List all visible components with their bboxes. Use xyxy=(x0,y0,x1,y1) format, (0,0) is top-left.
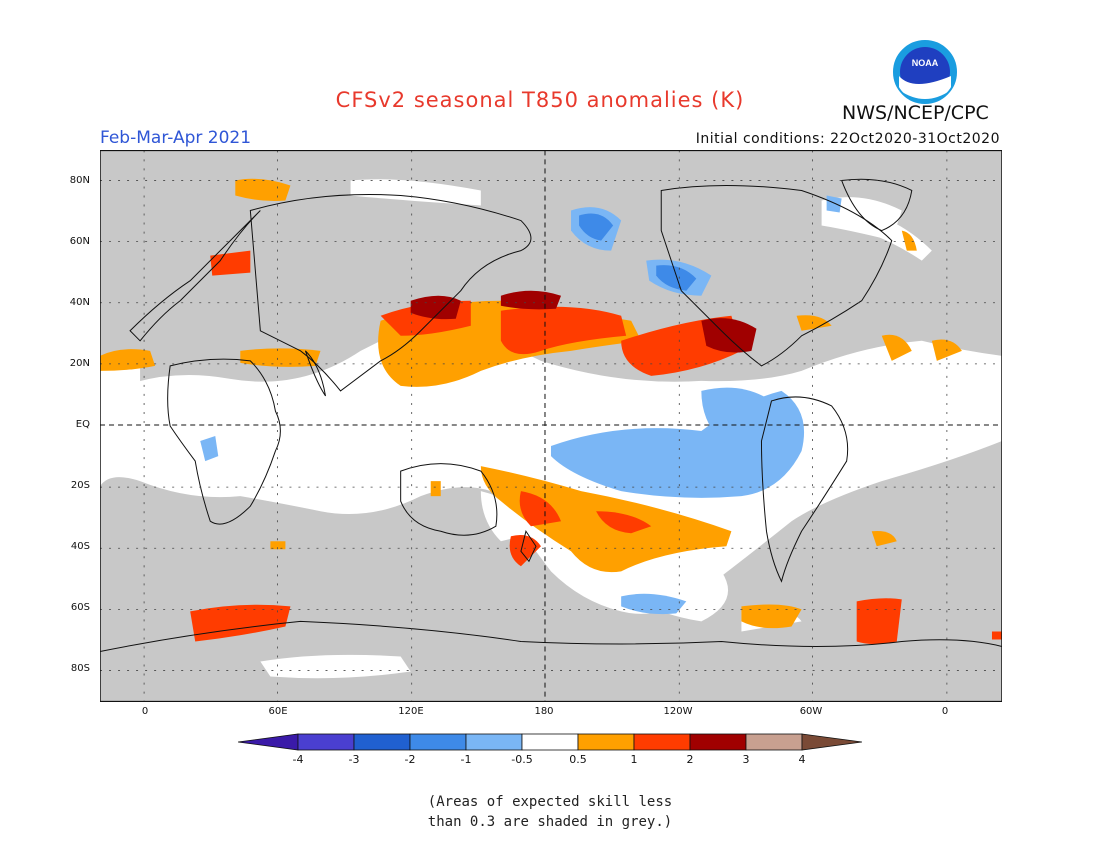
map-title: CFSv2 seasonal T850 anomalies (K) xyxy=(335,88,745,112)
colorbar-label: -1 xyxy=(460,753,472,766)
negative-anomalies xyxy=(200,195,842,615)
colorbar-label: 2 xyxy=(686,753,694,766)
colorbar-segment xyxy=(577,733,635,751)
colorbar xyxy=(238,733,862,751)
colorbar-segment xyxy=(521,733,579,751)
lon-label: 120W xyxy=(663,706,693,717)
colorbar-arrow-low xyxy=(238,733,299,751)
colorbar-segment xyxy=(689,733,747,751)
colorbar-segment xyxy=(409,733,467,751)
noaa-logo: NOAA xyxy=(893,40,957,104)
lat-label: 40S xyxy=(70,541,90,552)
lat-label: 20S xyxy=(70,480,90,491)
graticule xyxy=(100,150,1002,702)
colorbar-segment xyxy=(465,733,523,751)
reference-lines xyxy=(100,150,1002,702)
anomaly-map xyxy=(100,150,1002,702)
skill-note-line: (Areas of expected skill less xyxy=(427,794,673,810)
lat-label: 80S xyxy=(70,663,90,674)
lat-label: 40N xyxy=(69,297,90,308)
colorbar-segment xyxy=(745,733,803,751)
initial-conditions: Initial conditions: 22Oct2020-31Oct2020 xyxy=(695,131,1000,147)
colorbar-arrow-high xyxy=(801,733,862,751)
colorbar-label: 1 xyxy=(630,753,638,766)
lon-label: 60W xyxy=(799,706,823,717)
lon-label: 120E xyxy=(398,706,424,717)
agency-label: NWS/NCEP/CPC xyxy=(842,102,989,124)
colorbar-label: -0.5 xyxy=(511,753,533,766)
lat-label: 60N xyxy=(69,236,90,247)
colorbar-label: -2 xyxy=(404,753,416,766)
skill-note: (Areas of expected skill less than 0.3 a… xyxy=(0,792,1100,832)
skill-note-line: than 0.3 are shaded in grey.) xyxy=(427,814,673,830)
lon-label: 0 xyxy=(141,706,149,717)
forecast-period: Feb-Mar-Apr 2021 xyxy=(100,128,252,148)
colorbar-segment xyxy=(353,733,411,751)
lon-label: 0 xyxy=(941,706,949,717)
lat-label: 60S xyxy=(70,602,90,613)
colorbar-label: 3 xyxy=(742,753,750,766)
colorbar-label: -4 xyxy=(292,753,304,766)
colorbar-label: 0.5 xyxy=(569,753,587,766)
positive-anomalies xyxy=(100,178,1002,644)
coastlines xyxy=(100,178,1002,652)
lat-label: 80N xyxy=(69,175,90,186)
lon-label: 60E xyxy=(268,706,288,717)
lat-label: EQ xyxy=(75,419,90,430)
colorbar-label: -3 xyxy=(348,753,360,766)
colorbar-segment xyxy=(297,733,355,751)
lat-label: 20N xyxy=(69,358,90,369)
lon-label: 180 xyxy=(534,706,554,717)
logo-text: NOAA xyxy=(912,58,939,68)
colorbar-label: 4 xyxy=(798,753,806,766)
colorbar-segment xyxy=(633,733,691,751)
